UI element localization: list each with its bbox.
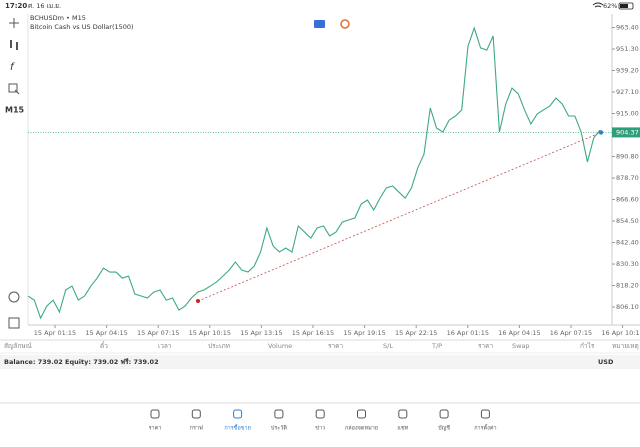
time-label: 15 Apr 22:15: [395, 329, 437, 337]
column-header: ราคา: [478, 342, 493, 350]
objects-tool[interactable]: [8, 83, 20, 95]
battery-level: [620, 4, 628, 8]
price-label: 818.20: [616, 282, 639, 290]
price-label: 854.50: [616, 217, 639, 225]
tab-icon[interactable]: [150, 409, 160, 419]
column-header: ประเภท: [208, 342, 230, 350]
crosshair-tool[interactable]: [9, 18, 19, 28]
chart-symbol: BCHUSDm • M15: [30, 14, 86, 22]
tab-label[interactable]: กล่องจดหมาย: [345, 426, 378, 432]
price-label: 939.20: [616, 67, 639, 75]
current-price-label: 904.37: [616, 128, 639, 136]
time-label: 16 Apr 04:15: [498, 329, 540, 337]
time-label: 15 Apr 04:15: [85, 329, 127, 337]
tab-icon[interactable]: [191, 409, 201, 419]
tab-icon[interactable]: [274, 409, 284, 419]
tab-label[interactable]: ข่าว: [315, 426, 325, 432]
price-label: 878.70: [616, 174, 639, 182]
tab-label[interactable]: การซื้อขาย: [224, 424, 250, 432]
time-label: 16 Apr 10:15: [601, 329, 640, 337]
tab-icon[interactable]: [233, 409, 243, 419]
tab-icon[interactable]: [398, 409, 408, 419]
price-line: [27, 26, 601, 320]
indicator-tool[interactable]: [10, 40, 18, 50]
wifi-icon: [592, 2, 604, 8]
column-header: ราคา: [328, 342, 343, 350]
add-tool[interactable]: [8, 317, 20, 329]
column-header: กำไร: [580, 342, 595, 350]
column-header: หมายเหตุ: [612, 342, 639, 350]
column-header: ตั๋ว: [100, 341, 108, 350]
trendline-start: [196, 299, 200, 304]
column-header: S/L: [383, 342, 393, 350]
price-label: 806.10: [616, 303, 639, 311]
column-header: Volume: [268, 342, 292, 350]
status-time: 17:20: [5, 2, 27, 10]
status-battery: 62%: [603, 2, 617, 10]
chart-description: Bitcoin Cash vs US Dollar(1500): [30, 23, 134, 31]
column-header: เวลา: [158, 342, 172, 350]
time-label: 15 Apr 10:15: [189, 329, 231, 337]
column-header: Swap: [512, 342, 530, 350]
trendline: [197, 132, 602, 302]
time-label: 15 Apr 19:15: [343, 329, 385, 337]
price-label: 951.30: [616, 45, 639, 53]
time-label: 15 Apr 01:15: [34, 329, 76, 337]
tab-label[interactable]: ราคา: [149, 426, 162, 432]
price-label: 890.80: [616, 153, 639, 161]
current-price-box: [612, 127, 640, 138]
tab-label[interactable]: บัญชี: [438, 425, 450, 432]
tab-label[interactable]: กราฟ: [190, 425, 203, 432]
buy-sell-icon[interactable]: [314, 20, 325, 28]
balance-text: Balance: 739.02 Equity: 739.02 ฟรี: 739.…: [4, 358, 159, 366]
tab-label[interactable]: ประวัติ: [271, 425, 287, 432]
timeframe-button[interactable]: M15: [5, 106, 25, 115]
tab-label[interactable]: แชท: [397, 425, 408, 432]
trendline-end: [598, 130, 604, 135]
price-label: 830.30: [616, 260, 639, 268]
price-label: 927.10: [616, 88, 639, 96]
zoom-tool[interactable]: [8, 291, 20, 303]
battery-icon: [618, 2, 634, 10]
time-label: 15 Apr 13:15: [240, 329, 282, 337]
price-label: 963.40: [616, 24, 639, 32]
price-label: 866.60: [616, 196, 639, 204]
function-tool[interactable]: f: [10, 62, 15, 73]
column-header: T/P: [431, 342, 442, 350]
balance-row: [0, 355, 640, 369]
tab-icon[interactable]: [315, 409, 325, 419]
time-label: 15 Apr 07:15: [137, 329, 179, 337]
one-click-icon[interactable]: [340, 19, 350, 29]
tab-icon[interactable]: [357, 409, 366, 419]
tab-label[interactable]: การตั้งค่า: [474, 424, 496, 432]
column-header: สัญลักษณ์: [4, 342, 32, 350]
time-label: 16 Apr 01:15: [447, 329, 489, 337]
tab-icon[interactable]: [439, 409, 449, 419]
time-label: 15 Apr 16:15: [292, 329, 334, 337]
currency: USD: [598, 358, 614, 366]
time-label: 16 Apr 07:15: [550, 329, 592, 337]
price-label: 842.40: [616, 239, 639, 247]
status-date: ศ. 16 เม.ย.: [28, 2, 61, 10]
tab-icon[interactable]: [480, 409, 490, 419]
price-label: 915.00: [616, 110, 639, 118]
